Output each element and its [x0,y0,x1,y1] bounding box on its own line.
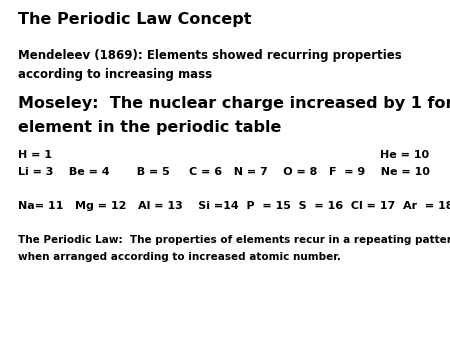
Text: Li = 3    Be = 4       B = 5     C = 6   N = 7    O = 8   F  = 9    Ne = 10: Li = 3 Be = 4 B = 5 C = 6 N = 7 O = 8 F … [18,167,430,177]
Text: Mendeleev (1869): Elements showed recurring properties: Mendeleev (1869): Elements showed recurr… [18,49,402,62]
Text: He = 10: He = 10 [380,150,429,161]
Text: The Periodic Law Concept: The Periodic Law Concept [18,12,252,27]
Text: according to increasing mass: according to increasing mass [18,68,212,80]
Text: Na= 11   Mg = 12   Al = 13    Si =14  P  = 15  S  = 16  Cl = 17  Ar  = 18: Na= 11 Mg = 12 Al = 13 Si =14 P = 15 S =… [18,201,450,211]
Text: Moseley:  The nuclear charge increased by 1 for each: Moseley: The nuclear charge increased by… [18,96,450,111]
Text: element in the periodic table: element in the periodic table [18,120,281,135]
Text: The Periodic Law:  The properties of elements recur in a repeating pattern: The Periodic Law: The properties of elem… [18,235,450,245]
Text: H = 1: H = 1 [18,150,52,161]
Text: when arranged according to increased atomic number.: when arranged according to increased ato… [18,252,341,262]
